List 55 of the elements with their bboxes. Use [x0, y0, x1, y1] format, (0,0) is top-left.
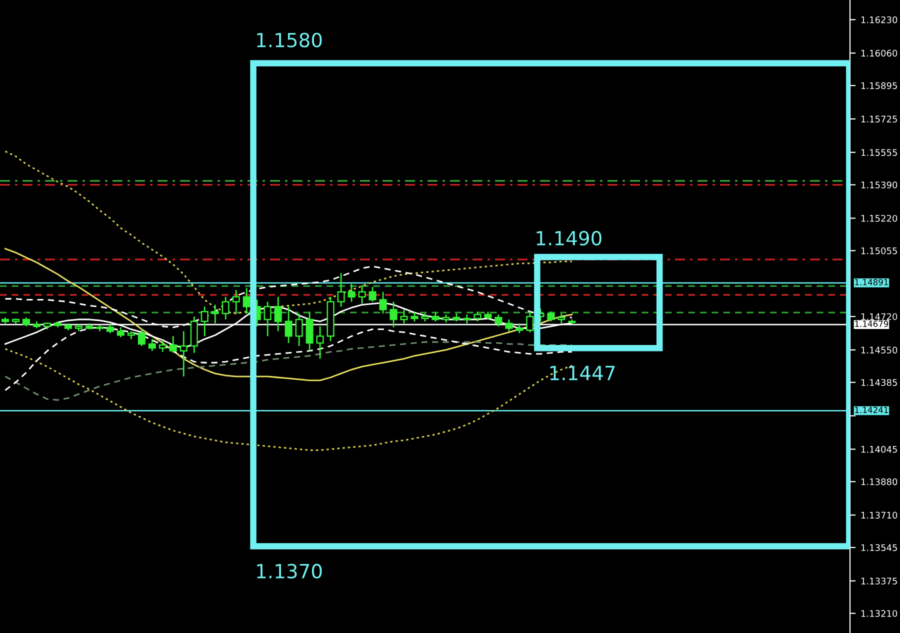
candlestick — [116, 326, 124, 338]
candlestick — [390, 301, 398, 328]
ref-line-label: 1.14679 — [855, 320, 888, 327]
candlestick — [348, 283, 356, 302]
candlestick — [138, 328, 146, 347]
candlestick — [232, 289, 240, 312]
y-tick-label: 1.14550 — [861, 346, 898, 354]
candlestick — [494, 314, 502, 328]
candlestick — [558, 312, 566, 324]
candlestick — [211, 304, 219, 324]
y-tick-label: 1.16060 — [861, 50, 898, 57]
candlestick — [547, 310, 555, 322]
y-tick-label: 1.13880 — [861, 478, 898, 486]
ref-line-label: 1.14241 — [855, 406, 888, 413]
y-tick-label: 1.16230 — [861, 16, 898, 24]
candlestick — [295, 312, 303, 347]
candlestick — [169, 335, 177, 354]
y-tick-label: 1.14045 — [861, 446, 897, 453]
y-tick-label: 1.13375 — [861, 578, 897, 584]
y-tick-label: 1.13710 — [861, 512, 898, 519]
y-tick-label: 1.15055 — [861, 247, 897, 254]
candlestick — [242, 287, 250, 314]
y-tick-label: 1.14720 — [861, 313, 898, 320]
candlestick — [526, 310, 534, 333]
y-tick-label: 1.15220 — [861, 214, 898, 222]
candlestick — [337, 272, 345, 308]
y-tick-label: 1.15725 — [861, 116, 897, 122]
candlestick — [306, 310, 314, 352]
candlestick — [158, 340, 166, 353]
candlestick — [368, 286, 376, 302]
candlestick — [200, 306, 208, 337]
candlestick — [284, 306, 292, 344]
y-tick-label: 1.14385 — [861, 379, 897, 386]
candlestick — [400, 308, 408, 324]
y-tick-label: 1.15555 — [861, 149, 897, 156]
candlestick — [474, 310, 482, 322]
candlestick — [516, 322, 524, 334]
candlestick — [316, 326, 324, 360]
candlestick — [358, 284, 366, 304]
y-tick-label: 1.15895 — [861, 82, 897, 90]
annotation: 1.1447 — [550, 366, 615, 380]
annotation: 1.1490 — [536, 230, 602, 246]
y-tick-label: 1.13545 — [861, 544, 897, 552]
y-tick-label: 1.13210 — [861, 610, 898, 617]
candlestick — [222, 296, 230, 320]
candlestick — [274, 296, 282, 332]
ref-line-label: 1.14891 — [855, 279, 888, 286]
y-tick-label: 1.15390 — [861, 182, 898, 188]
candlestick — [264, 301, 272, 337]
candlestick — [148, 338, 156, 352]
annotation: 1.1580 — [257, 32, 322, 48]
candlestick — [505, 318, 513, 332]
candlestick — [180, 330, 188, 378]
candlestick — [379, 291, 387, 314]
annotation: 1.1370 — [257, 564, 322, 579]
